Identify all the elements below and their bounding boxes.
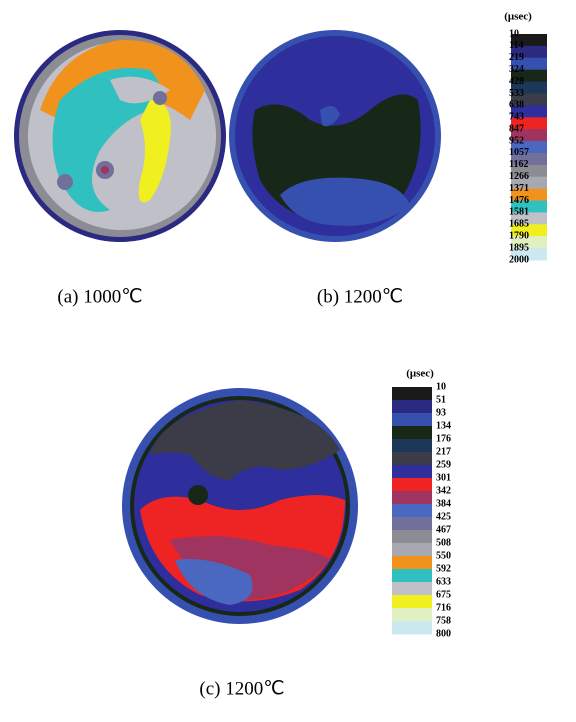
map-c bbox=[122, 388, 358, 624]
scale-label: 592 bbox=[436, 563, 451, 574]
color-swatch bbox=[392, 543, 432, 557]
scale-label: 324 bbox=[509, 64, 524, 75]
scale-label: 508 bbox=[436, 537, 451, 548]
scale-label: 847 bbox=[509, 123, 524, 134]
scale-label: 428 bbox=[509, 76, 524, 87]
scale-label: 675 bbox=[436, 589, 451, 600]
color-swatch bbox=[392, 426, 432, 440]
caption: (b) 1200℃ bbox=[317, 286, 403, 307]
page: 1011421932442853363874384795210571162126… bbox=[0, 0, 576, 722]
scale-label: 1790 bbox=[509, 231, 529, 242]
scale-label: 217 bbox=[436, 446, 451, 457]
color-scale: 10 51 93 134 176 217 259 301 342 384 425 467 508 550 5… bbox=[392, 381, 451, 639]
scale-label: 10 bbox=[509, 28, 519, 39]
scale-label: 176 bbox=[436, 433, 451, 444]
scale-label: 467 bbox=[436, 524, 451, 535]
caption: (c) 1200℃ bbox=[199, 678, 284, 699]
scale-label: 1162 bbox=[509, 159, 528, 170]
scale-label: 342 bbox=[436, 485, 451, 496]
color-swatch bbox=[392, 452, 432, 466]
color-swatch bbox=[392, 439, 432, 453]
map-b bbox=[229, 30, 441, 242]
color-swatch bbox=[392, 595, 432, 609]
scale-label: 219 bbox=[509, 52, 524, 63]
scale-label: 384 bbox=[436, 498, 451, 509]
scale-label: 638 bbox=[509, 100, 524, 111]
scale-label: 952 bbox=[509, 135, 524, 146]
scale-label: 301 bbox=[436, 472, 451, 483]
color-swatch bbox=[392, 491, 432, 505]
scale-label: 1057 bbox=[509, 147, 529, 158]
color-scale: 1011421932442853363874384795210571162126… bbox=[509, 28, 547, 265]
scale-label: 743 bbox=[509, 112, 524, 123]
color-swatch bbox=[392, 530, 432, 544]
map-a bbox=[14, 30, 226, 242]
scale-label: 533 bbox=[509, 88, 524, 99]
color-swatch bbox=[392, 400, 432, 414]
scale-label: 93 bbox=[436, 407, 446, 418]
scale-unit: (μsec) bbox=[406, 368, 434, 380]
scale-label: 259 bbox=[436, 459, 451, 470]
caption: (a) 1000℃ bbox=[57, 286, 142, 307]
scale-label: 114 bbox=[509, 40, 523, 51]
color-swatch bbox=[392, 582, 432, 596]
color-swatch bbox=[392, 608, 432, 622]
scale-label: 758 bbox=[436, 615, 451, 626]
scale-label: 2000 bbox=[509, 254, 529, 265]
color-swatch bbox=[392, 517, 432, 531]
scale-label: 1476 bbox=[509, 195, 529, 206]
scale-label: 716 bbox=[436, 602, 451, 613]
color-swatch bbox=[392, 413, 432, 427]
scale-label: 1371 bbox=[509, 183, 529, 194]
scale-label: 1685 bbox=[509, 219, 529, 230]
scale-label: 633 bbox=[436, 576, 451, 587]
scale-label: 550 bbox=[436, 550, 451, 561]
scale-label: 51 bbox=[436, 394, 446, 405]
figure: 1011421932442853363874384795210571162126… bbox=[0, 0, 576, 717]
scale-label: 425 bbox=[436, 511, 451, 522]
color-swatch bbox=[392, 478, 432, 492]
color-swatch bbox=[392, 504, 432, 518]
scale-label: 134 bbox=[436, 420, 451, 431]
color-swatch bbox=[392, 556, 432, 570]
color-swatch bbox=[392, 465, 432, 479]
scale-label: 1581 bbox=[509, 207, 529, 218]
scale-unit: (μsec) bbox=[504, 11, 532, 23]
color-swatch bbox=[392, 569, 432, 583]
color-swatch bbox=[392, 387, 432, 401]
scale-label: 800 bbox=[436, 628, 451, 639]
scale-label: 1895 bbox=[509, 242, 529, 253]
color-swatch bbox=[392, 621, 432, 635]
scale-label: 10 bbox=[436, 381, 446, 392]
scale-label: 1266 bbox=[509, 171, 529, 182]
